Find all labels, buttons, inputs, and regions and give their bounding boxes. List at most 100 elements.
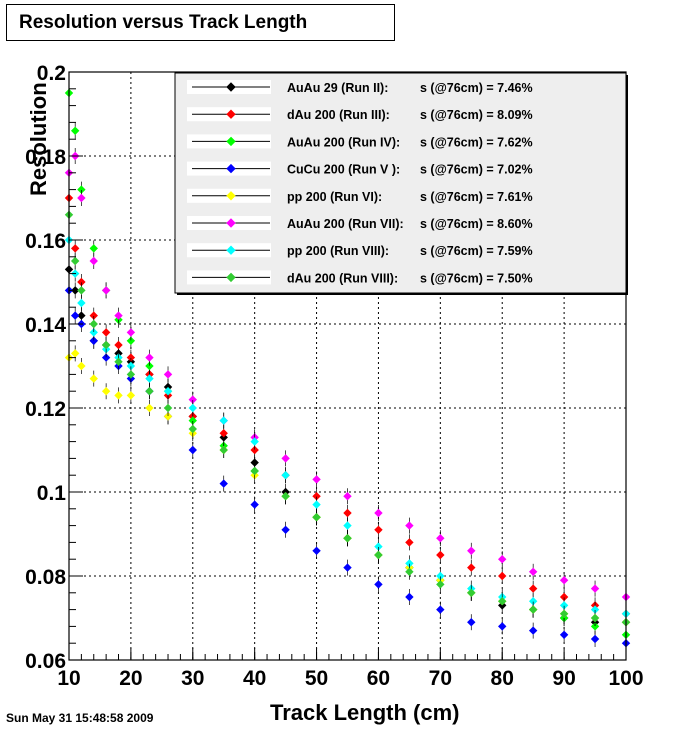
x-tick-label: 80 [491,667,514,690]
data-point [89,319,98,329]
x-tick-label: 60 [367,667,390,690]
plot-border [68,71,627,661]
legend-series-stat: s (@76cm) = 7.02% [420,163,533,177]
legend-series-name: AuAu 29 (Run II): [287,81,388,95]
legend-series-name: CuCu 200 (Run V ): [287,163,400,177]
data-point [219,445,228,455]
legend: AuAu 29 (Run II): s (@76cm) = 7.46% dAu 20… [174,72,628,295]
data-point [89,244,98,253]
data-point [343,521,352,530]
axis-ticks: 10 20 30 40 50 60 70 80 90 100 0.06 0.08 0.1 0.12 0.14… [25,62,643,690]
data-point [101,386,111,396]
data-point [374,508,383,518]
data-point [528,567,538,577]
y-tick-label: 0.1 [37,482,67,505]
data-point [343,491,352,501]
data-point [77,286,86,295]
data-point [590,634,600,644]
data-point [219,428,228,438]
data-point [405,521,414,530]
data-point [312,475,321,484]
data-point [590,622,600,631]
data-point [89,336,98,346]
data-point [188,445,197,455]
data-point [70,311,80,320]
data-point [528,626,538,635]
legend-series-name: AuAu 200 (Run IV): [287,135,400,149]
data-point [145,353,154,362]
legend-box [174,72,627,294]
y-tick-label: 0.12 [25,398,66,421]
data-point [219,416,228,425]
data-point [145,403,154,413]
data-point [70,349,80,358]
legend-marker [226,191,236,201]
data-point [163,403,173,413]
legend-series-stat: s (@76cm) = 8.60% [420,217,533,231]
x-tick-label: 10 [57,667,80,690]
data-point [126,336,136,346]
legend-marker [226,245,236,255]
legend-series-stat: s (@76cm) = 7.61% [420,190,533,204]
data-point [77,298,86,308]
data-point [281,470,290,480]
data-point [114,340,123,350]
data-point [374,525,383,535]
data-point [188,424,197,434]
x-tick-label: 30 [181,667,204,690]
y-tick-label: 0.06 [25,650,66,673]
x-tick-label: 20 [119,667,142,690]
data-point [114,391,123,400]
data-point [89,256,98,266]
y-tick-label: 0.16 [25,230,66,253]
x-tick-label: 40 [243,667,266,690]
legend-series-stat: s (@76cm) = 7.59% [420,244,533,258]
data-point [343,533,352,543]
legend-series-name: dAu 200 (Run VIII): [287,271,398,285]
data-point [467,588,476,598]
data-point [145,374,154,383]
data-point [70,244,80,253]
chart-title: Resolution versus Track Length [6,4,395,41]
data-point [250,500,259,509]
legend-marker [226,218,236,228]
x-axis-label: Track Length (cm) [270,700,460,725]
data-point [163,412,173,421]
data-point [163,370,173,379]
legend-series-stat: s (@76cm) = 7.62% [420,135,533,149]
data-point [281,454,290,463]
y-tick-label: 0.18 [25,146,66,169]
data-point [126,391,136,400]
data-point [559,575,569,585]
legend-marker [226,136,236,147]
legend-series-stat: s (@76cm) = 8.09% [420,108,533,122]
data-point [188,403,197,413]
data-point [250,466,259,476]
legend-series-name: pp 200 (Run VIII): [287,244,389,258]
data-point [374,580,383,589]
data-point [101,340,111,350]
data-point [145,361,154,371]
data-point [590,613,600,623]
data-point [101,353,111,362]
data-point [498,622,507,631]
data-point [436,605,445,614]
legend-marker [226,82,236,92]
data-point [343,563,352,572]
data-point [528,584,538,593]
data-point [467,546,476,556]
data-point [250,445,259,455]
x-tick-label: 100 [608,667,643,690]
legend-marker [226,163,236,174]
data-point [77,193,86,203]
data-point [126,370,136,379]
data-point [312,512,321,522]
data-point [163,386,173,396]
data-point [219,479,228,488]
data-point [590,584,600,593]
data-point [559,609,569,619]
x-tick-label: 70 [429,667,452,690]
data-point [374,550,383,560]
data-point [498,571,507,581]
